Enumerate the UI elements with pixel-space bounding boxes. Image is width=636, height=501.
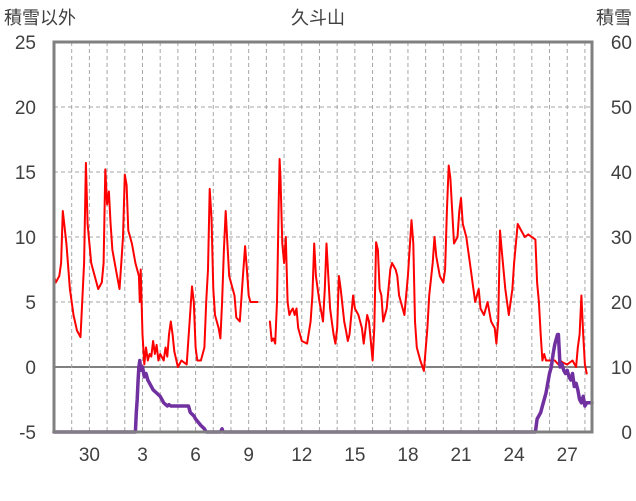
right-axis-label: 積雪 [596, 8, 632, 28]
y-right-tick-label: 40 [611, 163, 632, 184]
grid-lines [54, 42, 592, 432]
x-tick-label: 24 [504, 445, 526, 466]
y-right-tick-label: 50 [611, 98, 632, 119]
y-left-tick-label: 10 [15, 228, 36, 249]
x-tick-label: 30 [79, 445, 100, 466]
y-left-tick-label: 25 [15, 33, 36, 54]
snow-depth-line [52, 332, 594, 434]
series-lines [52, 158, 594, 434]
x-tick-label: 9 [243, 445, 254, 466]
x-tick-label: 18 [397, 445, 418, 466]
non-snow-line [268, 158, 588, 375]
x-axis-tick-labels: 30 3 6 9 12 15 18 21 24 27 [79, 445, 578, 466]
x-tick-label: 12 [291, 445, 312, 466]
x-tick-label: 6 [190, 445, 201, 466]
x-tick-label: 27 [557, 445, 578, 466]
y-left-tick-label: 5 [25, 293, 36, 314]
x-tick-label: 3 [137, 445, 148, 466]
non-snow-line [53, 161, 259, 368]
plot-area-border [52, 40, 594, 434]
y-left-tick-label: 0 [25, 358, 36, 379]
y-left-tick-label: 20 [15, 98, 36, 119]
y-left-tick-label: 15 [15, 163, 36, 184]
y-right-tick-label: 10 [611, 358, 632, 379]
y-right-tick-label: 60 [611, 33, 632, 54]
y-right-tick-label: 0 [621, 423, 632, 444]
chart-title: 久斗山 [291, 8, 345, 28]
y-right-tick-label: 30 [611, 228, 632, 249]
y-left-tick-label: -5 [19, 423, 36, 444]
x-tick-label: 21 [450, 445, 471, 466]
x-tick-label: 15 [344, 445, 365, 466]
left-axis-label: 積雪以外 [4, 8, 76, 28]
y-right-tick-label: 20 [611, 293, 632, 314]
